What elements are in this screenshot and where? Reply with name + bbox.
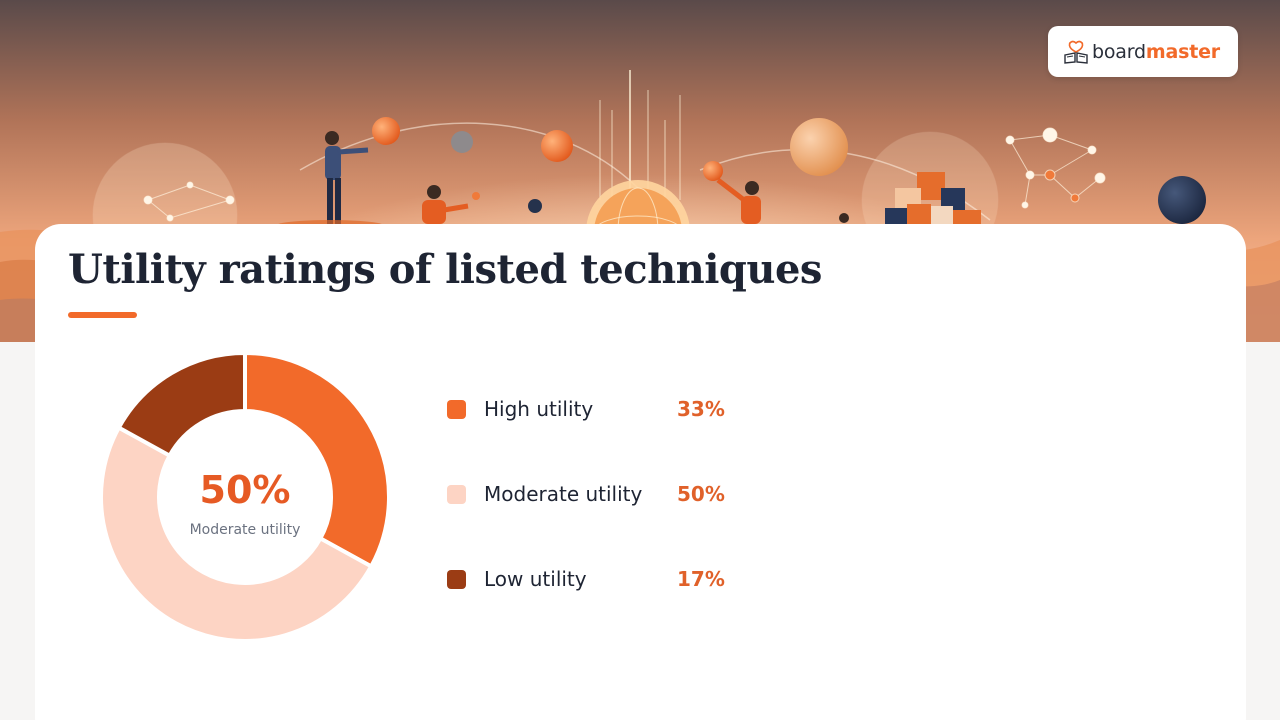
- title-underline: [68, 312, 137, 318]
- brand-name-part1: board: [1092, 40, 1146, 63]
- legend-value-moderate: 50%: [677, 482, 725, 506]
- legend-swatch-moderate: [447, 484, 466, 504]
- donut-slice-high: [243, 350, 391, 570]
- brand-name: boardmaster: [1092, 41, 1220, 63]
- legend-item-high: High utility 33%: [447, 394, 767, 424]
- legend-item-low: Low utility 17%: [447, 564, 767, 594]
- donut-chart: 50% Moderate utility: [99, 350, 391, 643]
- content-card: Utility ratings of listed techniques 50%…: [35, 224, 1246, 720]
- legend-value-low: 17%: [677, 567, 725, 591]
- brand-logo[interactable]: boardmaster: [1048, 26, 1238, 77]
- legend-label-high: High utility: [484, 397, 594, 421]
- legend-swatch-high: [447, 399, 466, 419]
- donut-slice-low: [116, 350, 247, 459]
- legend-item-moderate: Moderate utility 50%: [447, 479, 767, 509]
- book-heart-icon: [1064, 40, 1088, 64]
- legend-value-high: 33%: [677, 397, 725, 421]
- donut-center-value: 50%: [199, 468, 291, 512]
- legend-label-low: Low utility: [484, 567, 587, 591]
- brand-name-part2: master: [1145, 40, 1220, 63]
- legend-swatch-low: [447, 569, 466, 589]
- donut-center-label: Moderate utility: [189, 522, 301, 538]
- legend-label-moderate: Moderate utility: [484, 482, 643, 506]
- page-title: Utility ratings of listed techniques: [68, 246, 822, 293]
- donut-chart-svg: [99, 350, 391, 643]
- donut-slice-moderate: [99, 424, 374, 643]
